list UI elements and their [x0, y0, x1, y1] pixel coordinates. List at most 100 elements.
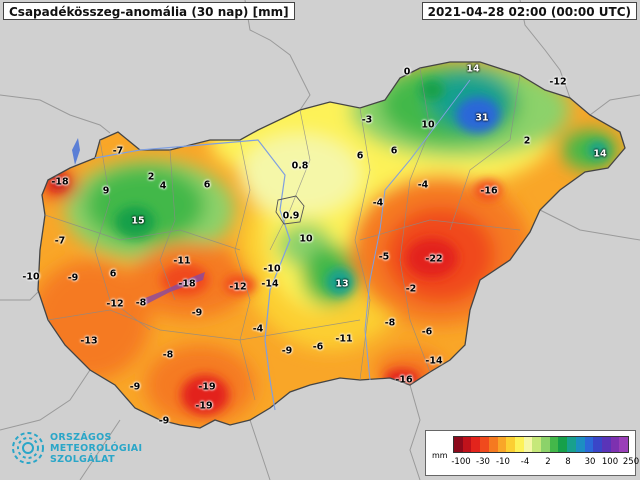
station-value: 4: [159, 180, 167, 192]
tisza-river: [364, 79, 471, 381]
legend-tick-label: -4: [520, 457, 530, 467]
legend-swatch: [488, 437, 498, 452]
station-value: -9: [67, 272, 79, 284]
legend-tick-label: 8: [565, 457, 571, 467]
station-value: -6: [312, 341, 324, 353]
color-legend: mm -100 -30 -10 -4 2 8 30 100 250: [425, 430, 639, 476]
station-value: -16: [395, 374, 413, 386]
station-value: -8: [162, 349, 174, 361]
station-value: -10: [263, 263, 281, 275]
station-value: 0.8: [291, 160, 309, 172]
station-value: -11: [335, 333, 353, 345]
legend-tick-label: 2: [545, 457, 551, 467]
station-value: -11: [173, 255, 191, 267]
station-value: 6: [109, 268, 117, 280]
legend-swatch: [610, 437, 620, 452]
omsz-logo-icon: [12, 432, 44, 464]
map-title: Csapadékösszeg-anomália (30 nap) [mm]: [3, 2, 295, 20]
map-timestamp: 2021-04-28 02:00 (00:00 UTC): [421, 2, 637, 20]
legend-swatch: [575, 437, 585, 452]
station-value: 9: [102, 185, 110, 197]
legend-tick-label: 30: [584, 457, 596, 467]
legend-swatch: [514, 437, 524, 452]
legend-swatch: [619, 437, 629, 452]
station-value: 10: [299, 233, 313, 245]
lake-balaton: [140, 272, 205, 305]
station-value: -10: [22, 271, 40, 283]
legend-swatch: [584, 437, 594, 452]
legend-swatch: [462, 437, 472, 452]
legend-tick-label: 250: [622, 457, 640, 467]
station-value: 10: [421, 119, 435, 131]
station-value: 15: [131, 215, 145, 227]
legend-swatch: [497, 437, 507, 452]
hungary-border: [37, 61, 626, 429]
station-value: -9: [158, 415, 170, 427]
station-value: -12: [229, 281, 247, 293]
omsz-logo: ORSZÁGOS METEOROLÓGIAI SZOLGÁLAT: [10, 428, 160, 472]
station-value: -18: [178, 278, 196, 290]
station-value: -3: [361, 114, 373, 126]
station-value: -19: [195, 400, 213, 412]
legend-swatch: [454, 437, 463, 452]
station-value: -13: [80, 335, 98, 347]
legend-color-bar: [453, 436, 629, 453]
legend-swatch: [567, 437, 576, 452]
legend-unit: mm: [432, 451, 448, 460]
legend-swatch: [593, 437, 602, 452]
legend-swatch: [532, 437, 542, 452]
station-value: -9: [129, 381, 141, 393]
legend-swatch: [601, 437, 611, 452]
station-value: -6: [421, 326, 433, 338]
station-value: -4: [372, 197, 384, 209]
station-value: -9: [191, 307, 203, 319]
station-value: -14: [261, 278, 279, 290]
station-value: 0.9: [282, 210, 300, 222]
station-value: -19: [198, 381, 216, 393]
legend-swatch: [506, 437, 515, 452]
budapest-outline: [275, 195, 305, 225]
station-value: -7: [54, 235, 66, 247]
logo-text-line2: METEOROLÓGIAI: [50, 443, 143, 454]
legend-swatch: [471, 437, 481, 452]
station-value: -22: [425, 253, 443, 265]
station-value: -14: [425, 355, 443, 367]
station-value: 6: [203, 179, 211, 191]
station-value: 0: [403, 66, 411, 78]
legend-swatch: [549, 437, 559, 452]
station-value: 6: [356, 150, 364, 162]
legend-tick-label: -10: [496, 457, 510, 467]
legend-swatch: [558, 437, 568, 452]
legend-tick-label: -100: [451, 457, 471, 467]
station-value: -12: [106, 298, 124, 310]
station-value: 2: [523, 135, 531, 147]
station-value: -4: [417, 179, 429, 191]
station-value: 14: [466, 63, 480, 75]
station-value: -2: [405, 283, 417, 295]
station-value: 31: [475, 112, 489, 124]
legend-swatch: [480, 437, 489, 452]
station-value: -16: [480, 185, 498, 197]
logo-text-line3: SZOLGÁLAT: [50, 454, 115, 465]
station-value: -18: [51, 176, 69, 188]
legend-tick-label: 100: [601, 457, 619, 467]
station-value: -12: [549, 76, 567, 88]
station-value: -7: [112, 145, 124, 157]
legend-ticks: -100 -30 -10 -4 2 8 30 100 250: [451, 457, 639, 469]
legend-swatch: [523, 437, 533, 452]
danube-river: [94, 139, 291, 411]
station-value: -8: [135, 297, 147, 309]
county-borders: [44, 67, 521, 401]
station-value: -4: [252, 323, 264, 335]
station-value: 2: [147, 171, 155, 183]
legend-tick-label: -30: [476, 457, 490, 467]
logo-text-line1: ORSZÁGOS: [50, 432, 112, 443]
station-value: -5: [378, 251, 390, 263]
station-value: 14: [593, 148, 607, 160]
station-value: 13: [335, 278, 349, 290]
station-value: -8: [384, 317, 396, 329]
station-value: 6: [390, 145, 398, 157]
legend-swatch: [541, 437, 550, 452]
